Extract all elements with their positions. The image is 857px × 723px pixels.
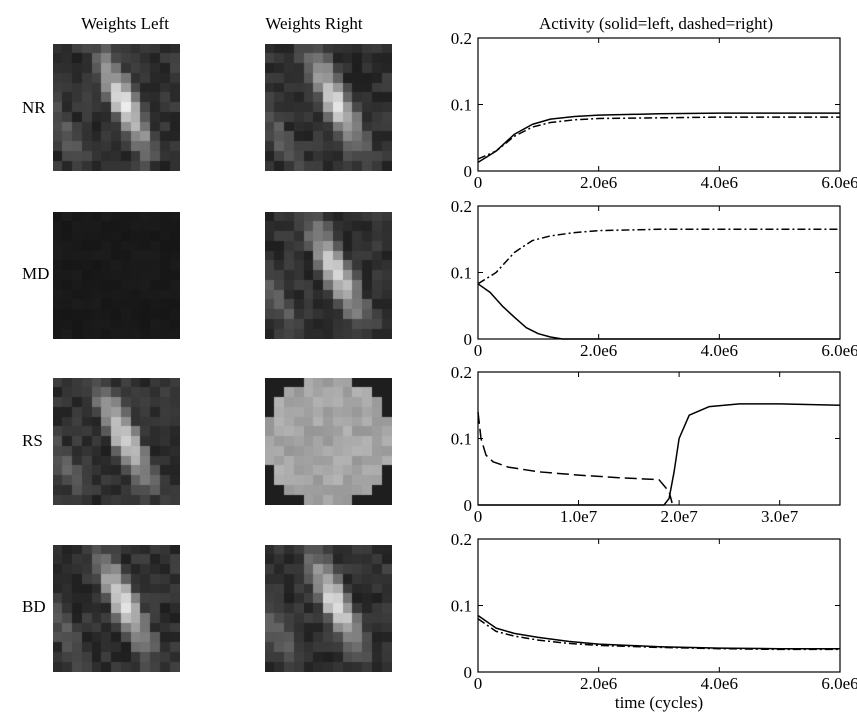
x-tick-label-bd: 2.0e6 (580, 674, 617, 693)
y-tick-label-bd: 0.1 (451, 597, 472, 616)
row-label-md: MD (22, 264, 50, 283)
weights-right-md (265, 212, 392, 339)
y-tick-label-md: 0.1 (451, 264, 472, 283)
x-tick-label-rs: 1.0e7 (560, 507, 598, 526)
x-tick-label-md: 0 (474, 341, 483, 360)
plot-frame-md (477, 205, 841, 340)
row-label-nr: NR (22, 98, 46, 117)
series-line-bd-right (477, 618, 840, 651)
plot-frame-nr (477, 37, 841, 172)
weights-left-md (53, 212, 180, 339)
y-tick-label-bd: 0 (464, 663, 473, 682)
weights-left-rs (53, 378, 180, 505)
weights-right-rs (265, 378, 392, 505)
y-tick-label-nr: 0.2 (451, 29, 472, 48)
x-tick-label-rs: 0 (474, 507, 483, 526)
y-tick-label-bd: 0.2 (451, 530, 472, 549)
title-weights-left: Weights Left (81, 14, 169, 33)
row-label-bd: BD (22, 597, 46, 616)
x-tick-label-bd: 0 (474, 674, 483, 693)
y-tick-label-rs: 0.1 (451, 430, 472, 449)
series-line-rs-right (477, 411, 673, 504)
x-tick-label-rs: 3.0e7 (761, 507, 799, 526)
x-tick-label-bd: 4.0e6 (701, 674, 738, 693)
series-line-md-right (477, 228, 840, 285)
plot-frame-bd (477, 538, 841, 673)
x-tick-label-nr: 0 (474, 173, 483, 192)
y-tick-label-nr: 0 (464, 162, 473, 181)
series-line-nr-right (477, 116, 840, 160)
x-tick-label-md: 6.0e6 (821, 341, 857, 360)
x-tick-label-md: 2.0e6 (580, 341, 617, 360)
weights-right-nr (265, 44, 392, 171)
x-tick-label-bd: 6.0e6 (821, 674, 857, 693)
y-tick-label-rs: 0 (464, 496, 473, 515)
y-tick-label-rs: 0.2 (451, 363, 472, 382)
title-activity: Activity (solid=left, dashed=right) (539, 14, 773, 33)
weights-right-bd (265, 545, 392, 672)
series-line-md-left (477, 283, 840, 340)
x-tick-label-nr: 4.0e6 (701, 173, 738, 192)
row-label-rs: RS (22, 431, 43, 450)
x-tick-label-nr: 6.0e6 (821, 173, 857, 192)
x-axis-label: time (cycles) (615, 693, 703, 712)
x-tick-label-rs: 2.0e7 (660, 507, 698, 526)
y-tick-label-md: 0.2 (451, 197, 472, 216)
title-weights-right: Weights Right (265, 14, 363, 33)
plot-frame-rs (477, 371, 841, 506)
x-tick-label-md: 4.0e6 (701, 341, 738, 360)
y-tick-label-nr: 0.1 (451, 96, 472, 115)
weights-left-nr (53, 44, 180, 171)
weights-left-bd (53, 545, 180, 672)
series-line-rs-left (478, 403, 841, 506)
series-line-nr-left (477, 112, 840, 164)
x-tick-label-nr: 2.0e6 (580, 173, 617, 192)
series-line-bd-left (477, 614, 840, 650)
y-tick-label-md: 0 (464, 330, 473, 349)
